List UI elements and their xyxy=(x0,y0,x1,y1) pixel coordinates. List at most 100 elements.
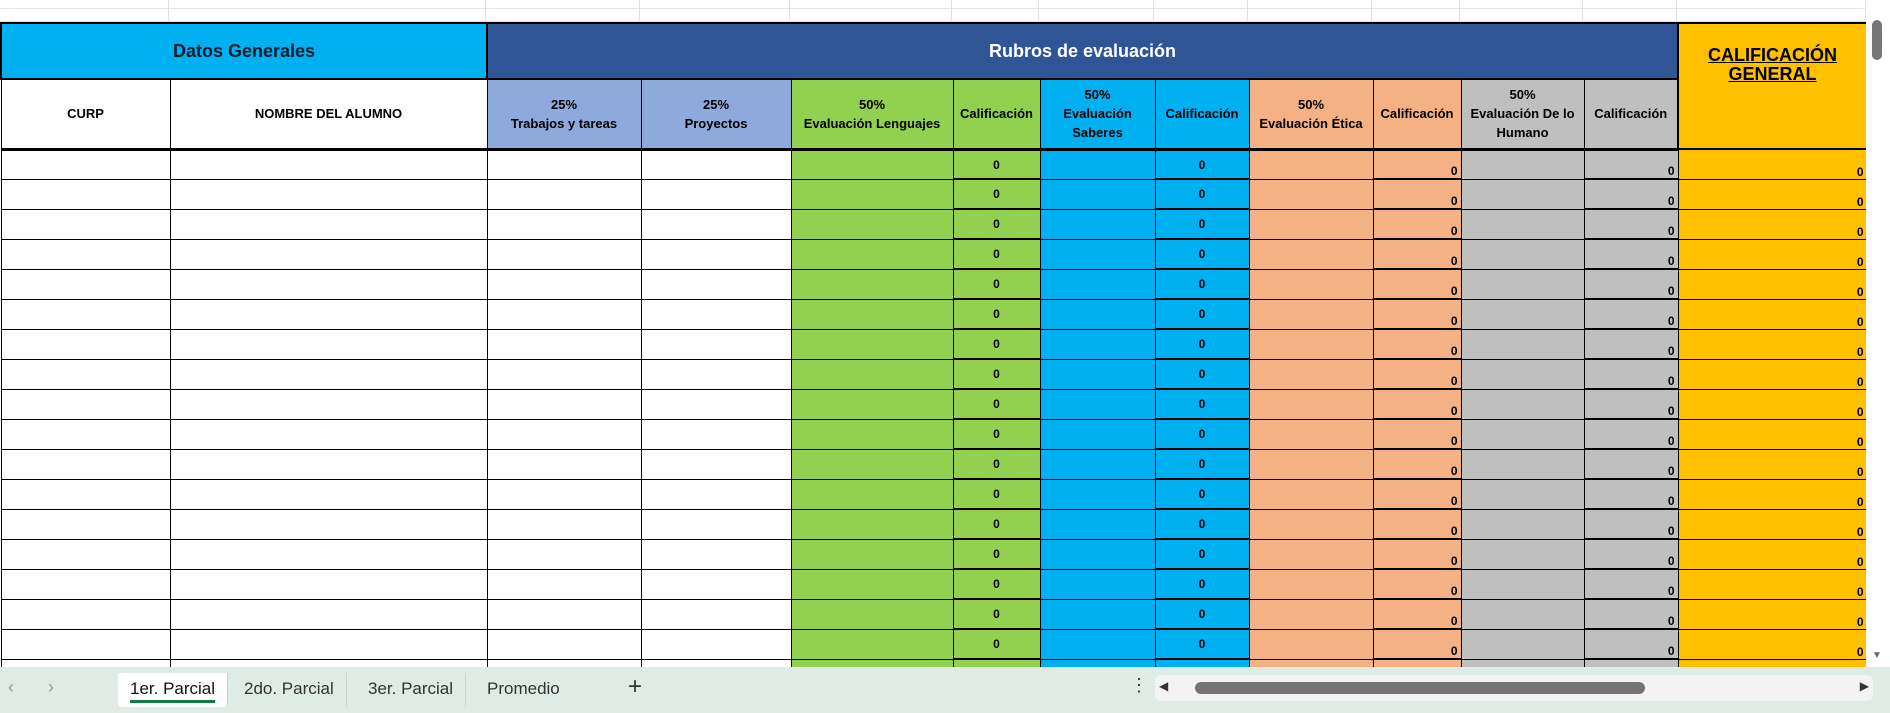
lenguajes-cell[interactable] xyxy=(790,268,954,300)
calificacion-etica-cell[interactable]: 0 xyxy=(1372,628,1462,660)
calificacion-general-cell[interactable]: 0 xyxy=(1677,568,1866,600)
curp-cell[interactable] xyxy=(0,358,171,390)
calificacion-humano-cell[interactable]: 0 xyxy=(1583,268,1679,300)
trabajos-cell[interactable] xyxy=(486,388,642,420)
etica-cell[interactable] xyxy=(1248,598,1374,630)
calificacion-general-cell[interactable]: 0 xyxy=(1677,208,1866,240)
curp-cell[interactable] xyxy=(0,658,171,667)
lenguajes-cell[interactable] xyxy=(790,508,954,540)
etica-cell[interactable] xyxy=(1248,448,1374,480)
proyectos-cell[interactable] xyxy=(640,418,792,450)
horizontal-scrollbar[interactable]: ◀ ▶ xyxy=(1155,675,1873,701)
lenguajes-cell[interactable] xyxy=(790,538,954,570)
calificacion-etica-cell[interactable]: 0 xyxy=(1372,178,1462,210)
proyectos-cell[interactable] xyxy=(640,268,792,300)
calificacion-humano-cell[interactable]: 0 xyxy=(1583,598,1679,630)
calificacion-lenguajes-cell[interactable]: 0 xyxy=(952,208,1041,240)
spreadsheet-grid[interactable]: Datos Generales Rubros de evaluación CAL… xyxy=(0,0,1866,667)
curp-cell[interactable] xyxy=(0,328,171,360)
calificacion-humano-cell[interactable]: 0 xyxy=(1583,628,1679,660)
calificacion-general-cell[interactable]: 0 xyxy=(1677,238,1866,270)
saberes-cell[interactable] xyxy=(1039,268,1156,300)
calificacion-humano-cell[interactable]: 0 xyxy=(1583,568,1679,600)
calificacion-general-cell[interactable]: 0 xyxy=(1677,148,1866,180)
saberes-cell[interactable] xyxy=(1039,388,1156,420)
calificacion-general-cell[interactable]: 0 xyxy=(1677,628,1866,660)
chevron-left-icon[interactable]: ‹ xyxy=(8,677,14,697)
calificacion-lenguajes-cell[interactable]: 0 xyxy=(952,298,1041,330)
calificacion-etica-cell[interactable]: 0 xyxy=(1372,448,1462,480)
calificacion-general-cell[interactable]: 0 xyxy=(1677,418,1866,450)
etica-cell[interactable] xyxy=(1248,628,1374,660)
etica-cell[interactable] xyxy=(1248,388,1374,420)
curp-cell[interactable] xyxy=(0,568,171,600)
lenguajes-cell[interactable] xyxy=(790,568,954,600)
calificacion-lenguajes-cell[interactable]: 0 xyxy=(952,508,1041,540)
calificacion-humano-cell[interactable]: 0 xyxy=(1583,148,1679,180)
nombre-cell[interactable] xyxy=(169,358,488,390)
trabajos-cell[interactable] xyxy=(486,538,642,570)
humano-cell[interactable] xyxy=(1460,598,1585,630)
calificacion-lenguajes-cell[interactable]: 0 xyxy=(952,598,1041,630)
calificacion-saberes-cell[interactable]: 0 xyxy=(1154,628,1250,660)
humano-cell[interactable] xyxy=(1460,508,1585,540)
calificacion-saberes-cell[interactable]: 0 xyxy=(1154,448,1250,480)
calificacion-humano-cell[interactable]: 0 xyxy=(1583,538,1679,570)
saberes-cell[interactable] xyxy=(1039,658,1156,667)
lenguajes-cell[interactable] xyxy=(790,658,954,667)
saberes-cell[interactable] xyxy=(1039,208,1156,240)
humano-cell[interactable] xyxy=(1460,478,1585,510)
humano-cell[interactable] xyxy=(1460,388,1585,420)
saberes-cell[interactable] xyxy=(1039,148,1156,180)
etica-cell[interactable] xyxy=(1248,478,1374,510)
proyectos-cell[interactable] xyxy=(640,208,792,240)
humano-cell[interactable] xyxy=(1460,298,1585,330)
lenguajes-cell[interactable] xyxy=(790,208,954,240)
calificacion-etica-cell[interactable]: 0 xyxy=(1372,568,1462,600)
curp-cell[interactable] xyxy=(0,238,171,270)
trabajos-cell[interactable] xyxy=(486,448,642,480)
calificacion-lenguajes-cell[interactable]: 0 xyxy=(952,628,1041,660)
plus-icon[interactable]: + xyxy=(628,673,643,700)
calificacion-lenguajes-cell[interactable]: 0 xyxy=(952,178,1041,210)
calificacion-etica-cell[interactable] xyxy=(1372,658,1462,667)
calificacion-humano-cell[interactable]: 0 xyxy=(1583,298,1679,330)
calificacion-lenguajes-cell[interactable]: 0 xyxy=(952,388,1041,420)
trabajos-cell[interactable] xyxy=(486,148,642,180)
etica-cell[interactable] xyxy=(1248,538,1374,570)
etica-cell[interactable] xyxy=(1248,358,1374,390)
calificacion-general-cell[interactable]: 0 xyxy=(1677,598,1866,630)
proyectos-header[interactable]: 25% Proyectos xyxy=(640,78,792,151)
tab-3er-parcial[interactable]: 3er. Parcial xyxy=(356,673,467,707)
calificacion-general-cell[interactable]: 0 xyxy=(1677,448,1866,480)
humano-header[interactable]: 50% Evaluación De lo Humano xyxy=(1460,78,1585,151)
calificacion-saberes-cell[interactable]: 0 xyxy=(1154,388,1250,420)
trabajos-cell[interactable] xyxy=(486,628,642,660)
calificacion-humano-cell[interactable]: 0 xyxy=(1583,178,1679,210)
lenguajes-cell[interactable] xyxy=(790,388,954,420)
nombre-cell[interactable] xyxy=(169,448,488,480)
tab-1er-parcial[interactable]: 1er. Parcial xyxy=(118,673,229,707)
lenguajes-cell[interactable] xyxy=(790,328,954,360)
nombre-cell[interactable] xyxy=(169,418,488,450)
calificacion-saberes-cell[interactable]: 0 xyxy=(1154,238,1250,270)
saberes-cell[interactable] xyxy=(1039,178,1156,210)
trabajos-cell[interactable] xyxy=(486,178,642,210)
trabajos-cell[interactable] xyxy=(486,238,642,270)
nombre-cell[interactable] xyxy=(169,478,488,510)
calificacion-etica-cell[interactable]: 0 xyxy=(1372,598,1462,630)
calificacion-etica-cell[interactable]: 0 xyxy=(1372,328,1462,360)
lenguajes-cell[interactable] xyxy=(790,448,954,480)
etica-cell[interactable] xyxy=(1248,418,1374,450)
curp-cell[interactable] xyxy=(0,178,171,210)
proyectos-cell[interactable] xyxy=(640,568,792,600)
proyectos-cell[interactable] xyxy=(640,388,792,420)
curp-header[interactable]: CURP xyxy=(0,78,171,151)
calificacion-general-cell[interactable]: 0 xyxy=(1677,358,1866,390)
curp-cell[interactable] xyxy=(0,448,171,480)
humano-cell[interactable] xyxy=(1460,538,1585,570)
humano-cell[interactable] xyxy=(1460,448,1585,480)
calificacion-saberes-cell[interactable]: 0 xyxy=(1154,298,1250,330)
calificacion-humano-cell[interactable]: 0 xyxy=(1583,238,1679,270)
vertical-scrollbar[interactable]: ▼ xyxy=(1866,0,1890,667)
